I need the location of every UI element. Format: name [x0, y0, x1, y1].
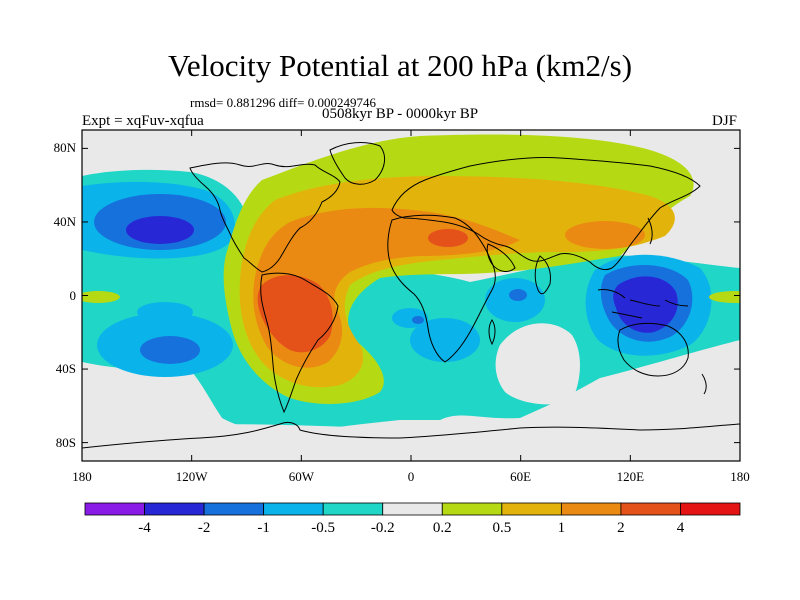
colorbar-label: -0.2: [370, 520, 395, 536]
colorbar-label: -2: [197, 520, 211, 536]
coast-greenland: [329, 142, 386, 185]
colorbar-swatch: [203, 502, 265, 516]
colorbar-swatch: [84, 502, 145, 516]
coast-arabia: [486, 243, 516, 272]
green-east-edge: [709, 291, 740, 303]
colorbar-swatch: [144, 502, 205, 516]
page-title: Velocity Potential at 200 hPa (km2/s): [167, 48, 633, 83]
coast-south-america: [260, 272, 339, 414]
coast-antarctica: [82, 421, 740, 449]
colorbar-label: 2: [617, 520, 625, 536]
y-tick-label: 40S: [55, 361, 76, 377]
redorange-samerica: [257, 275, 333, 353]
coast-africa: [387, 214, 496, 363]
stats-text: rmsd= 0.881296 diff= 0.000249746: [190, 95, 376, 110]
coast-eurasia: [391, 156, 701, 271]
colorbar-swatch: [322, 502, 384, 516]
coast-indonesia: [597, 289, 689, 319]
colorbar-label: 0.5: [492, 520, 512, 536]
x-tick-label: 120E: [616, 469, 645, 484]
x-tick-label: 180: [730, 469, 750, 484]
neutral-sindian: [495, 323, 580, 405]
period-label: 0508kyr BP - 0000kyr BP: [322, 106, 479, 122]
colorbar-label: 0.2: [432, 520, 452, 536]
colorbar-label: -0.5: [311, 520, 336, 536]
colorbar-label: 1: [557, 520, 566, 536]
colorbar-swatch: [382, 502, 443, 516]
darkblue-maritime: [613, 276, 678, 333]
orange-asia: [565, 221, 645, 249]
x-tick-label: 0: [407, 469, 415, 484]
coast-madagascar: [488, 319, 496, 346]
axis-ticks: [81, 130, 741, 461]
coast-india: [534, 255, 551, 295]
y-tick-label: 80N: [53, 140, 76, 156]
coastlines: [82, 142, 740, 449]
x-tick-label: 180: [72, 469, 92, 484]
colorbar: [84, 502, 741, 516]
colorbar-swatch: [680, 502, 741, 516]
coast-japan: [647, 217, 653, 245]
season-label: DJF: [712, 113, 738, 129]
colorbar-label: -4: [138, 520, 151, 536]
y-tick-label: 0: [69, 287, 77, 303]
colorbar-swatch: [263, 502, 324, 516]
lightblue-safrica: [410, 318, 480, 362]
darkblue-nepacific: [126, 216, 194, 244]
green-west-edge: [82, 291, 120, 303]
blue-atlantic: [412, 316, 424, 324]
colorbar-swatch: [560, 502, 622, 516]
contour-fills: [82, 130, 740, 461]
x-tick-label: 60E: [510, 469, 532, 484]
x-tick-label: 60W: [288, 469, 314, 484]
lightblue-npacific-small: [137, 302, 193, 322]
y-tick-label: 80S: [55, 434, 76, 450]
colorbar-swatch: [501, 502, 562, 516]
blue-sepacific: [140, 336, 200, 364]
coast-australia: [617, 322, 689, 377]
x-tick-label: 120W: [175, 469, 208, 484]
blue-indian: [509, 289, 527, 301]
colorbar-swatch: [620, 502, 681, 516]
coast-north-america: [189, 162, 341, 273]
colorbar-label: 4: [676, 520, 685, 536]
redorange-africa: [428, 229, 468, 247]
experiment-label: Expt = xqFuv-xqfua: [82, 113, 204, 129]
coast-nz: [701, 373, 707, 395]
y-tick-label: 40N: [53, 213, 76, 229]
colorbar-label: -1: [257, 520, 270, 536]
neutral-southern: [82, 418, 740, 461]
colorbar-swatch: [441, 502, 503, 516]
